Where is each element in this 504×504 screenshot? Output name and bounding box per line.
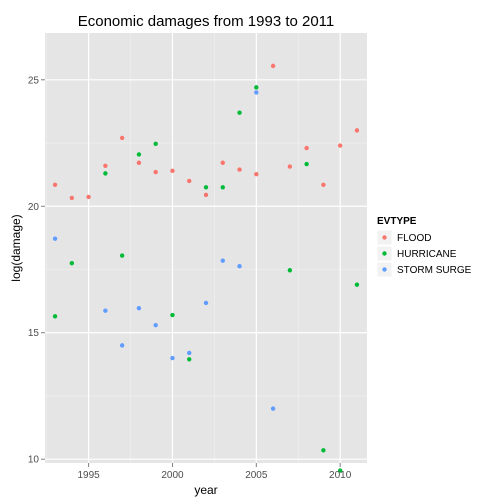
x-axis: 1995 2000 2005 2010 <box>77 463 352 481</box>
legend-label-storm-surge: STORM SURGE <box>397 265 472 276</box>
point-hurricane <box>119 253 125 258</box>
point-flood <box>270 63 276 69</box>
point-hurricane <box>321 448 326 453</box>
point-hurricane <box>304 161 309 167</box>
point-storm-surge <box>153 322 158 328</box>
point-hurricane <box>103 171 108 176</box>
point-flood <box>103 163 108 168</box>
plot-panel <box>45 33 367 463</box>
point-storm-surge <box>170 355 175 361</box>
point-hurricane <box>136 152 142 157</box>
x-tick-label: 2005 <box>245 470 268 481</box>
point-flood <box>321 182 326 187</box>
x-tick-label: 2000 <box>161 470 184 481</box>
point-flood <box>237 167 242 172</box>
point-hurricane <box>220 185 225 190</box>
legend-marker-hurricane <box>382 251 387 256</box>
major-grid <box>45 33 367 463</box>
point-hurricane <box>254 85 259 90</box>
legend-title: EVTYPE <box>377 216 417 227</box>
point-flood <box>52 182 58 187</box>
legend-label-flood: FLOOD <box>397 233 431 244</box>
point-hurricane <box>170 312 175 318</box>
point-flood <box>119 135 125 141</box>
legend-label-hurricane: HURRICANE <box>397 249 457 260</box>
point-hurricane <box>354 282 360 287</box>
point-storm-surge <box>187 350 192 356</box>
point-storm-surge <box>203 300 209 306</box>
point-flood <box>304 145 309 151</box>
point-hurricane <box>337 468 343 473</box>
legend-marker-storm-surge <box>382 267 387 272</box>
legend-marker-flood <box>382 235 387 240</box>
y-tick-label: 10 <box>28 455 40 466</box>
point-storm-surge <box>103 308 108 313</box>
point-storm-surge <box>220 258 225 263</box>
point-flood <box>254 171 259 177</box>
point-storm-surge <box>254 90 259 95</box>
point-storm-surge <box>136 306 142 311</box>
point-flood <box>287 164 293 169</box>
point-hurricane <box>203 185 209 190</box>
point-storm-surge <box>237 264 242 269</box>
y-tick-label: 20 <box>28 202 40 213</box>
point-hurricane <box>52 314 58 319</box>
point-hurricane <box>287 268 293 273</box>
point-hurricane <box>187 357 192 362</box>
y-axis: 10 15 20 25 <box>28 75 45 466</box>
y-axis-title: log(damage) <box>9 214 23 281</box>
point-flood <box>203 192 209 198</box>
y-tick-label: 15 <box>28 328 40 339</box>
point-flood <box>170 168 175 174</box>
point-hurricane <box>153 141 158 146</box>
point-flood <box>153 169 158 175</box>
point-flood <box>337 143 343 148</box>
point-hurricane <box>69 260 75 266</box>
point-flood <box>220 160 225 165</box>
chart-title: Economic damages from 1993 to 2011 <box>78 13 335 30</box>
point-storm-surge <box>119 343 125 348</box>
point-flood <box>354 128 360 133</box>
x-tick-label: 2010 <box>329 470 352 481</box>
point-flood <box>86 194 91 200</box>
minor-grid <box>45 33 367 463</box>
legend-items: FLOOD HURRICANE STORM SURGE <box>376 229 472 278</box>
point-flood <box>136 160 142 165</box>
y-tick-label: 25 <box>28 75 40 86</box>
x-axis-title: year <box>194 483 217 497</box>
point-storm-surge <box>270 406 276 411</box>
point-flood <box>69 195 75 201</box>
x-tick-label: 1995 <box>77 470 100 481</box>
point-flood <box>187 178 192 184</box>
point-hurricane <box>237 110 242 115</box>
data-points <box>52 63 360 473</box>
point-storm-surge <box>52 236 58 241</box>
legend: EVTYPE FLOOD HURRICANE STORM SURGE <box>376 216 472 278</box>
